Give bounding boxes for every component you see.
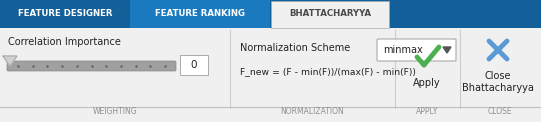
Bar: [0, 0, 541, 28]
Text: BHATTACHARYYA: BHATTACHARYYA: [289, 10, 371, 19]
Text: Normalization Scheme: Normalization Scheme: [240, 43, 350, 53]
Text: NORMALIZATION: NORMALIZATION: [280, 107, 344, 117]
Text: minmax: minmax: [383, 45, 423, 55]
Bar: [0, 28, 541, 122]
Text: Correlation Importance: Correlation Importance: [8, 37, 121, 47]
Text: 0: 0: [191, 60, 197, 70]
Text: F_new = (F - min(F))/(max(F) - min(F)): F_new = (F - min(F))/(max(F) - min(F)): [240, 67, 416, 76]
Text: Apply: Apply: [413, 78, 441, 88]
Text: FEATURE DESIGNER: FEATURE DESIGNER: [18, 10, 112, 19]
Text: APPLY: APPLY: [416, 107, 438, 117]
Text: Bhattacharyya: Bhattacharyya: [462, 83, 534, 93]
Bar: [130, 0, 270, 28]
Text: CLOSE: CLOSE: [487, 107, 512, 117]
Bar: [0, 0, 130, 28]
FancyBboxPatch shape: [377, 39, 456, 61]
FancyBboxPatch shape: [271, 1, 389, 28]
Polygon shape: [3, 56, 17, 66]
FancyBboxPatch shape: [180, 55, 208, 75]
Text: WEIGHTING: WEIGHTING: [93, 107, 137, 117]
FancyBboxPatch shape: [7, 61, 176, 71]
Polygon shape: [443, 47, 451, 53]
Text: Close: Close: [485, 71, 511, 81]
Text: FEATURE RANKING: FEATURE RANKING: [155, 10, 245, 19]
